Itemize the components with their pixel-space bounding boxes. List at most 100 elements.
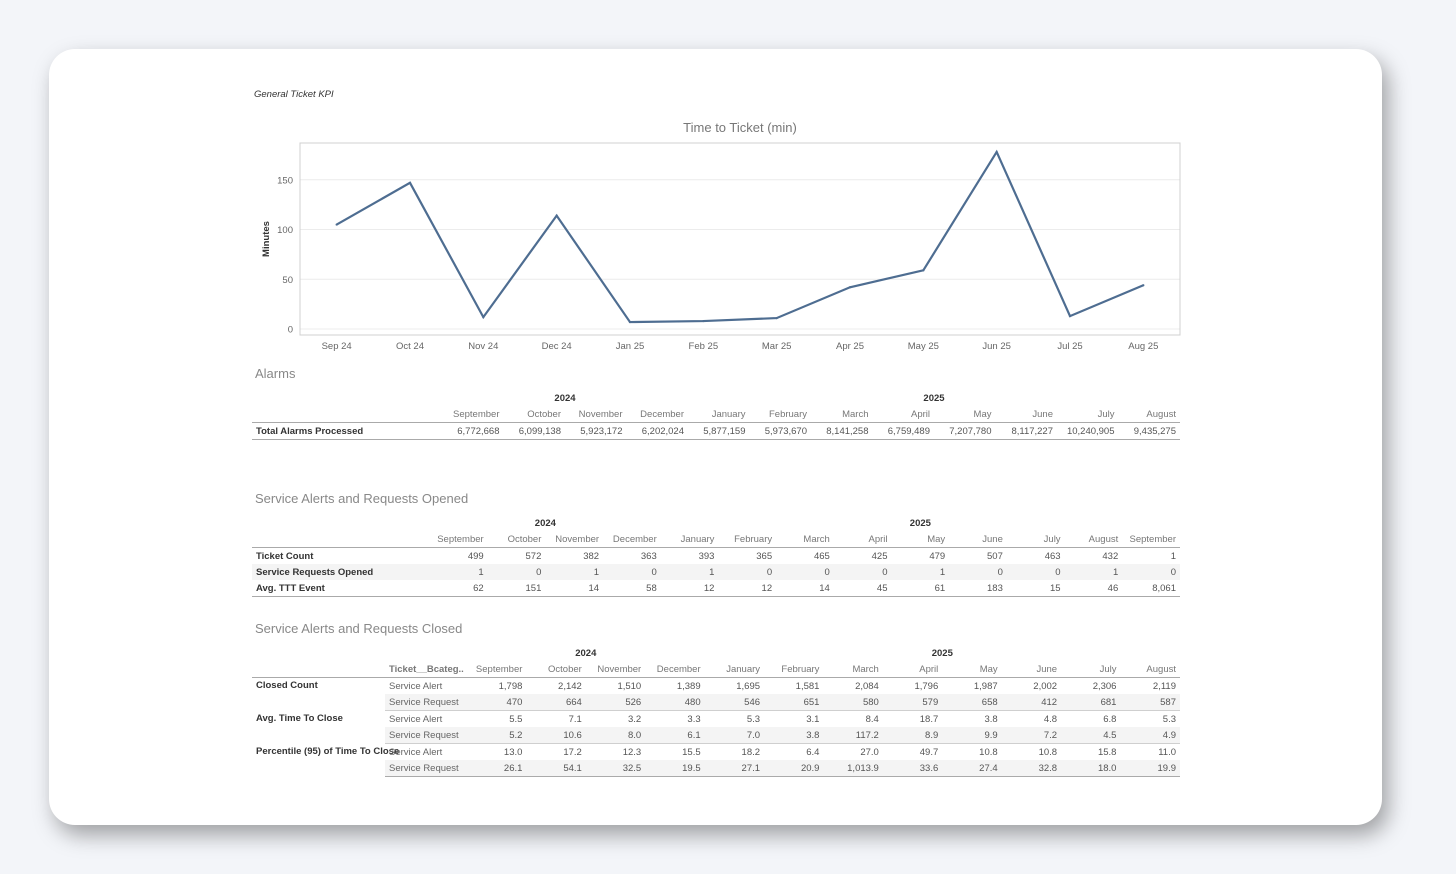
month-header: June (995, 406, 1057, 423)
value-cell: 1,510 (617, 680, 642, 692)
value-cell: 1,796 (914, 680, 939, 692)
year-header: 2025 (923, 392, 945, 404)
value-cell: 20.9 (764, 760, 824, 777)
month-header: September (467, 661, 527, 678)
value-cell: 0 (603, 564, 661, 580)
group-label: Closed Count (252, 677, 385, 711)
value-cell: 1,987 (973, 680, 998, 692)
value-cell: 658 (942, 694, 1002, 711)
group-label: Avg. Time To Close (252, 710, 385, 744)
month-header: May (942, 661, 1002, 678)
month-header: August (1064, 531, 1123, 548)
value-cell: 32.8 (1001, 760, 1062, 777)
value-cell: 15 (1006, 580, 1065, 597)
data-point (702, 319, 705, 323)
month-header: December (645, 661, 705, 678)
value-cell: 5,923,172 (565, 422, 627, 440)
data-point (922, 269, 925, 272)
sub-label: Service Alert (389, 746, 443, 758)
value-cell: 7.0 (704, 727, 765, 744)
x-tick-label: Oct 24 (396, 341, 424, 352)
corner-cell (252, 406, 442, 423)
month-header: August (1120, 661, 1180, 678)
month-header: September (430, 531, 488, 548)
value-cell: 6.8 (1103, 713, 1117, 725)
x-tick-label: Mar 25 (762, 341, 792, 352)
value-cell: 651 (764, 694, 824, 711)
value-cell: 0 (776, 564, 834, 580)
value-cell: 1,389 (676, 680, 701, 692)
row-label: Ticket Count (256, 550, 314, 562)
value-cell: 1,695 (736, 680, 761, 692)
value-cell: 579 (882, 694, 943, 711)
y-tick-label: 0 (288, 325, 293, 336)
year-header-row: 2024 2025 (252, 515, 1180, 531)
sub-label: Service Request (385, 727, 467, 744)
opened-table: 2024 2025 September October November December… (252, 515, 1180, 597)
series-line (336, 149, 1144, 324)
value-cell: 5,973,670 (749, 422, 811, 440)
value-cell: 61 (891, 580, 950, 597)
y-tick-label: 50 (282, 275, 293, 286)
value-cell: 0 (949, 564, 1007, 580)
opened-title: Service Alerts and Requests Opened (255, 491, 469, 506)
month-header: July (1006, 531, 1065, 548)
value-cell: 5.3 (1162, 713, 1176, 725)
value-cell: 14 (545, 580, 604, 597)
alarms-table: 2024 2025 September October November December… (252, 390, 1180, 440)
data-point (555, 214, 558, 217)
sub-label: Service Alert (389, 713, 443, 725)
month-header-row: September October November December January F… (252, 406, 1180, 423)
year-header: 2024 (554, 392, 576, 404)
value-cell: 1 (1064, 564, 1123, 580)
value-cell: 12 (718, 580, 777, 597)
data-point (848, 286, 852, 289)
value-cell: 3.1 (806, 713, 820, 725)
value-cell: 14 (776, 580, 834, 597)
month-header: February (718, 531, 777, 548)
value-cell: 19.9 (1120, 760, 1180, 777)
value-cell: 7.2 (1001, 727, 1062, 744)
value-cell: 4.5 (1061, 727, 1121, 744)
month-header: October (487, 531, 546, 548)
value-cell: 9,435,275 (1118, 422, 1180, 440)
value-cell: 470 (467, 694, 527, 711)
row-label: Avg. TTT Event (252, 580, 430, 597)
value-cell: 13.0 (503, 746, 523, 758)
x-tick-label: Dec 24 (542, 341, 572, 352)
value-cell: 546 (704, 694, 765, 711)
value-cell: 365 (756, 550, 773, 562)
value-cell: 5,877,159 (688, 422, 750, 440)
value-cell: 9.9 (942, 727, 1002, 744)
table-row: Ticket Count 499 572 382 363 393 365 465 425 479 5… (252, 548, 1180, 565)
value-cell: 8.4 (865, 713, 879, 725)
value-cell: 4.9 (1120, 727, 1180, 744)
month-header-row: September October November December January F… (252, 531, 1180, 548)
value-cell: 499 (467, 550, 484, 562)
value-cell: 7,207,780 (934, 422, 996, 440)
value-cell: 54.1 (526, 760, 586, 777)
corner-cell (252, 390, 442, 406)
month-header: February (764, 661, 824, 678)
month-header: March (776, 531, 834, 548)
x-tick-label: Sep 24 (322, 341, 352, 352)
value-cell: 526 (585, 694, 646, 711)
value-cell: 19.5 (645, 760, 705, 777)
month-header: October (526, 661, 586, 678)
value-cell: 15.5 (682, 746, 701, 758)
data-point (628, 320, 632, 324)
value-cell: 1 (660, 564, 719, 580)
value-cell: 15.8 (1097, 746, 1117, 758)
month-header: July (1057, 406, 1119, 423)
value-cell: 5.5 (509, 713, 523, 725)
value-cell: 412 (1001, 694, 1062, 711)
value-cell: 393 (698, 550, 715, 562)
corner-cell (252, 661, 385, 678)
value-cell: 151 (487, 580, 546, 597)
month-header: November (565, 406, 627, 423)
value-cell: 6,202,024 (626, 422, 688, 440)
x-tick-label: Apr 25 (836, 341, 864, 352)
corner-cell (252, 515, 430, 531)
year-header-row: 2024 2025 (252, 390, 1180, 406)
value-cell: 1 (545, 564, 604, 580)
